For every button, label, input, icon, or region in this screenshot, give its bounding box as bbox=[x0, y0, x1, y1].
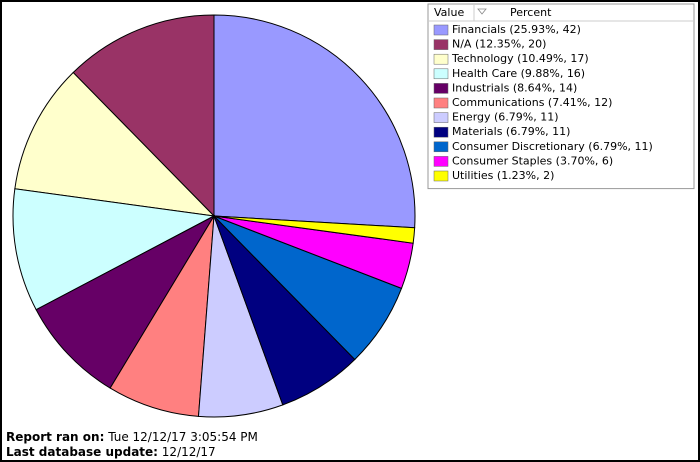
pie-slice bbox=[72, 14, 215, 218]
legend-label: Industrials (8.64%, 14) bbox=[452, 81, 577, 94]
legend-header: Value bbox=[434, 6, 464, 19]
legend-swatch bbox=[433, 39, 449, 50]
legend-label: Consumer Discretionary (6.79%, 11) bbox=[452, 140, 653, 153]
pie-slice bbox=[35, 214, 216, 389]
legend-label: Communications (7.41%, 12) bbox=[452, 96, 612, 109]
legend-swatch bbox=[433, 24, 449, 36]
legend-swatch bbox=[433, 112, 449, 123]
legend-label: Materials (6.79%, 11) bbox=[452, 125, 570, 138]
label: Last database update: bbox=[6, 445, 158, 459]
legend-label: Health Care (9.88%, 16) bbox=[452, 67, 585, 80]
legend-box bbox=[427, 3, 695, 190]
value: Tue 12/12/17 3:05:54 PM bbox=[108, 430, 258, 444]
pie-slice bbox=[14, 71, 216, 217]
legend-header: Percent bbox=[510, 6, 552, 19]
legend-swatch bbox=[433, 53, 449, 65]
pie-slice bbox=[213, 215, 416, 244]
legend-swatch bbox=[433, 83, 449, 94]
legend-swatch bbox=[433, 68, 449, 80]
legend-swatch bbox=[433, 170, 449, 182]
legend-swatch bbox=[433, 97, 449, 109]
report-time: Report ran on: Tue 12/12/17 3:05:54 PM bbox=[6, 430, 258, 444]
pie-slice bbox=[12, 188, 216, 311]
update-time: Last database update: 12/12/17 bbox=[6, 445, 216, 459]
legend-label: Utilities (1.23%, 2) bbox=[452, 169, 554, 182]
sort-icon bbox=[477, 8, 487, 15]
legend-label: N/A (12.35%, 20) bbox=[452, 38, 546, 51]
pie-slice bbox=[213, 14, 416, 229]
legend-swatch bbox=[433, 141, 449, 153]
label: Report ran on: bbox=[6, 430, 105, 444]
legend-label: Energy (6.79%, 11) bbox=[452, 111, 559, 124]
value: 12/12/17 bbox=[161, 445, 216, 459]
legend-label: Financials (25.93%, 42) bbox=[452, 23, 581, 36]
legend-label: Technology (10.49%, 17) bbox=[451, 52, 589, 65]
legend-swatch bbox=[433, 156, 449, 167]
legend-swatch bbox=[433, 126, 449, 138]
legend-label: Consumer Staples (3.70%, 6) bbox=[452, 154, 613, 167]
